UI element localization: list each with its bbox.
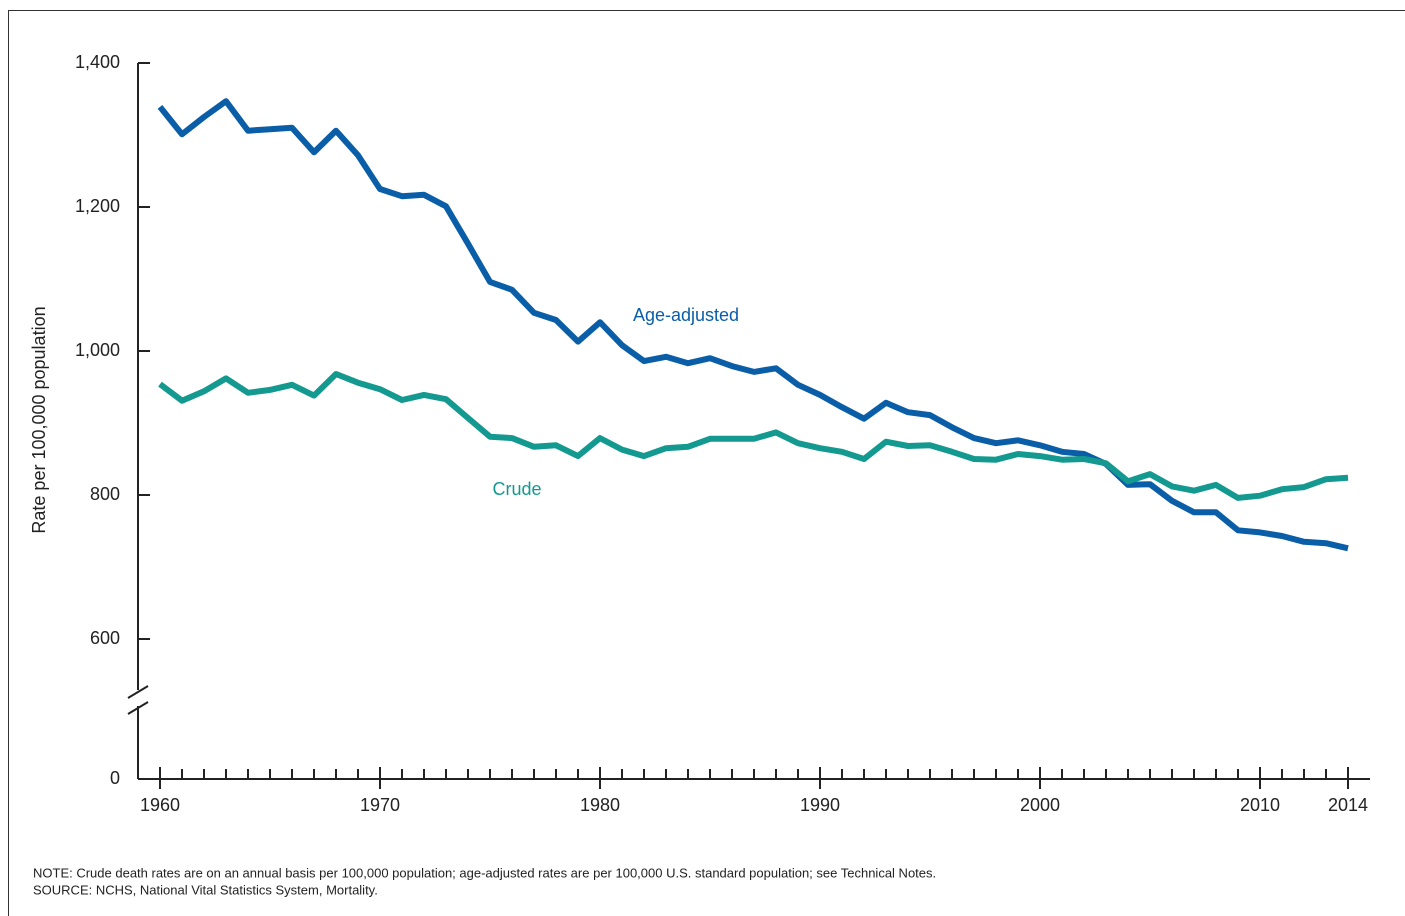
- y-tick-label: 0: [110, 768, 120, 788]
- x-tick-label: 2010: [1240, 795, 1280, 815]
- x-tick-label: 1980: [580, 795, 620, 815]
- y-tick-label: 800: [90, 484, 120, 504]
- y-tick-label: 1,200: [75, 196, 120, 216]
- x-tick-label: 1960: [140, 795, 180, 815]
- y-axis-label: Rate per 100,000 population: [29, 306, 49, 533]
- x-tick-label: 1990: [800, 795, 840, 815]
- break-mark: [127, 685, 149, 699]
- series-line: [157, 98, 1349, 552]
- frame: [8, 10, 1405, 916]
- note: NOTE: Crude death rates are on an annual…: [33, 865, 936, 880]
- series-line: [158, 371, 1349, 501]
- x-tick-label: 2014: [1328, 795, 1368, 815]
- y-tick-label: 600: [90, 628, 120, 648]
- series-label: Age-adjusted: [633, 305, 739, 325]
- x-tick-label: 2000: [1020, 795, 1060, 815]
- y-tick-label: 1,000: [75, 340, 120, 360]
- x-tick-label: 1970: [360, 795, 400, 815]
- source: SOURCE: NCHS, National Vital Statistics …: [33, 882, 378, 897]
- series-label: Crude: [492, 479, 541, 499]
- y-tick-label: 1,400: [75, 52, 120, 72]
